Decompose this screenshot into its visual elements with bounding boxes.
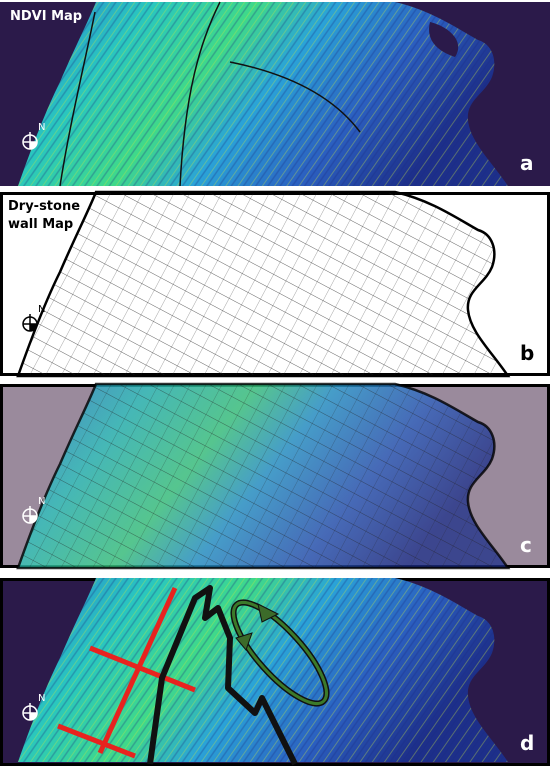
north-label: N: [38, 304, 45, 315]
north-label: N: [38, 496, 45, 507]
panel-letter: c: [520, 533, 532, 557]
panel-letter: d: [520, 731, 534, 755]
panel-d: N d: [0, 578, 550, 766]
panel-letter: a: [520, 151, 534, 175]
flow-arrow: [235, 632, 253, 651]
road: [59, 11, 96, 187]
flow-arrow: [257, 603, 280, 623]
path-network: [147, 585, 298, 766]
road: [229, 61, 361, 133]
wall-network: [16, 382, 510, 570]
red-transects: [57, 586, 196, 759]
flow-loop: [232, 601, 328, 705]
north-label: N: [38, 693, 45, 704]
panel-title: NDVI Map: [10, 9, 82, 24]
north-label: N: [38, 122, 45, 133]
panel-a: NDVI Map N a: [0, 1, 550, 187]
panel-b: Dry-stone wall Map N b: [0, 190, 550, 378]
road: [179, 1, 221, 187]
panel-letter: b: [520, 341, 534, 365]
wall-network: [16, 190, 510, 378]
panel-title: Dry-stone: [8, 199, 80, 214]
panel-title: wall Map: [8, 217, 73, 232]
panel-c: N c: [0, 382, 550, 570]
dark-area: [429, 22, 459, 57]
